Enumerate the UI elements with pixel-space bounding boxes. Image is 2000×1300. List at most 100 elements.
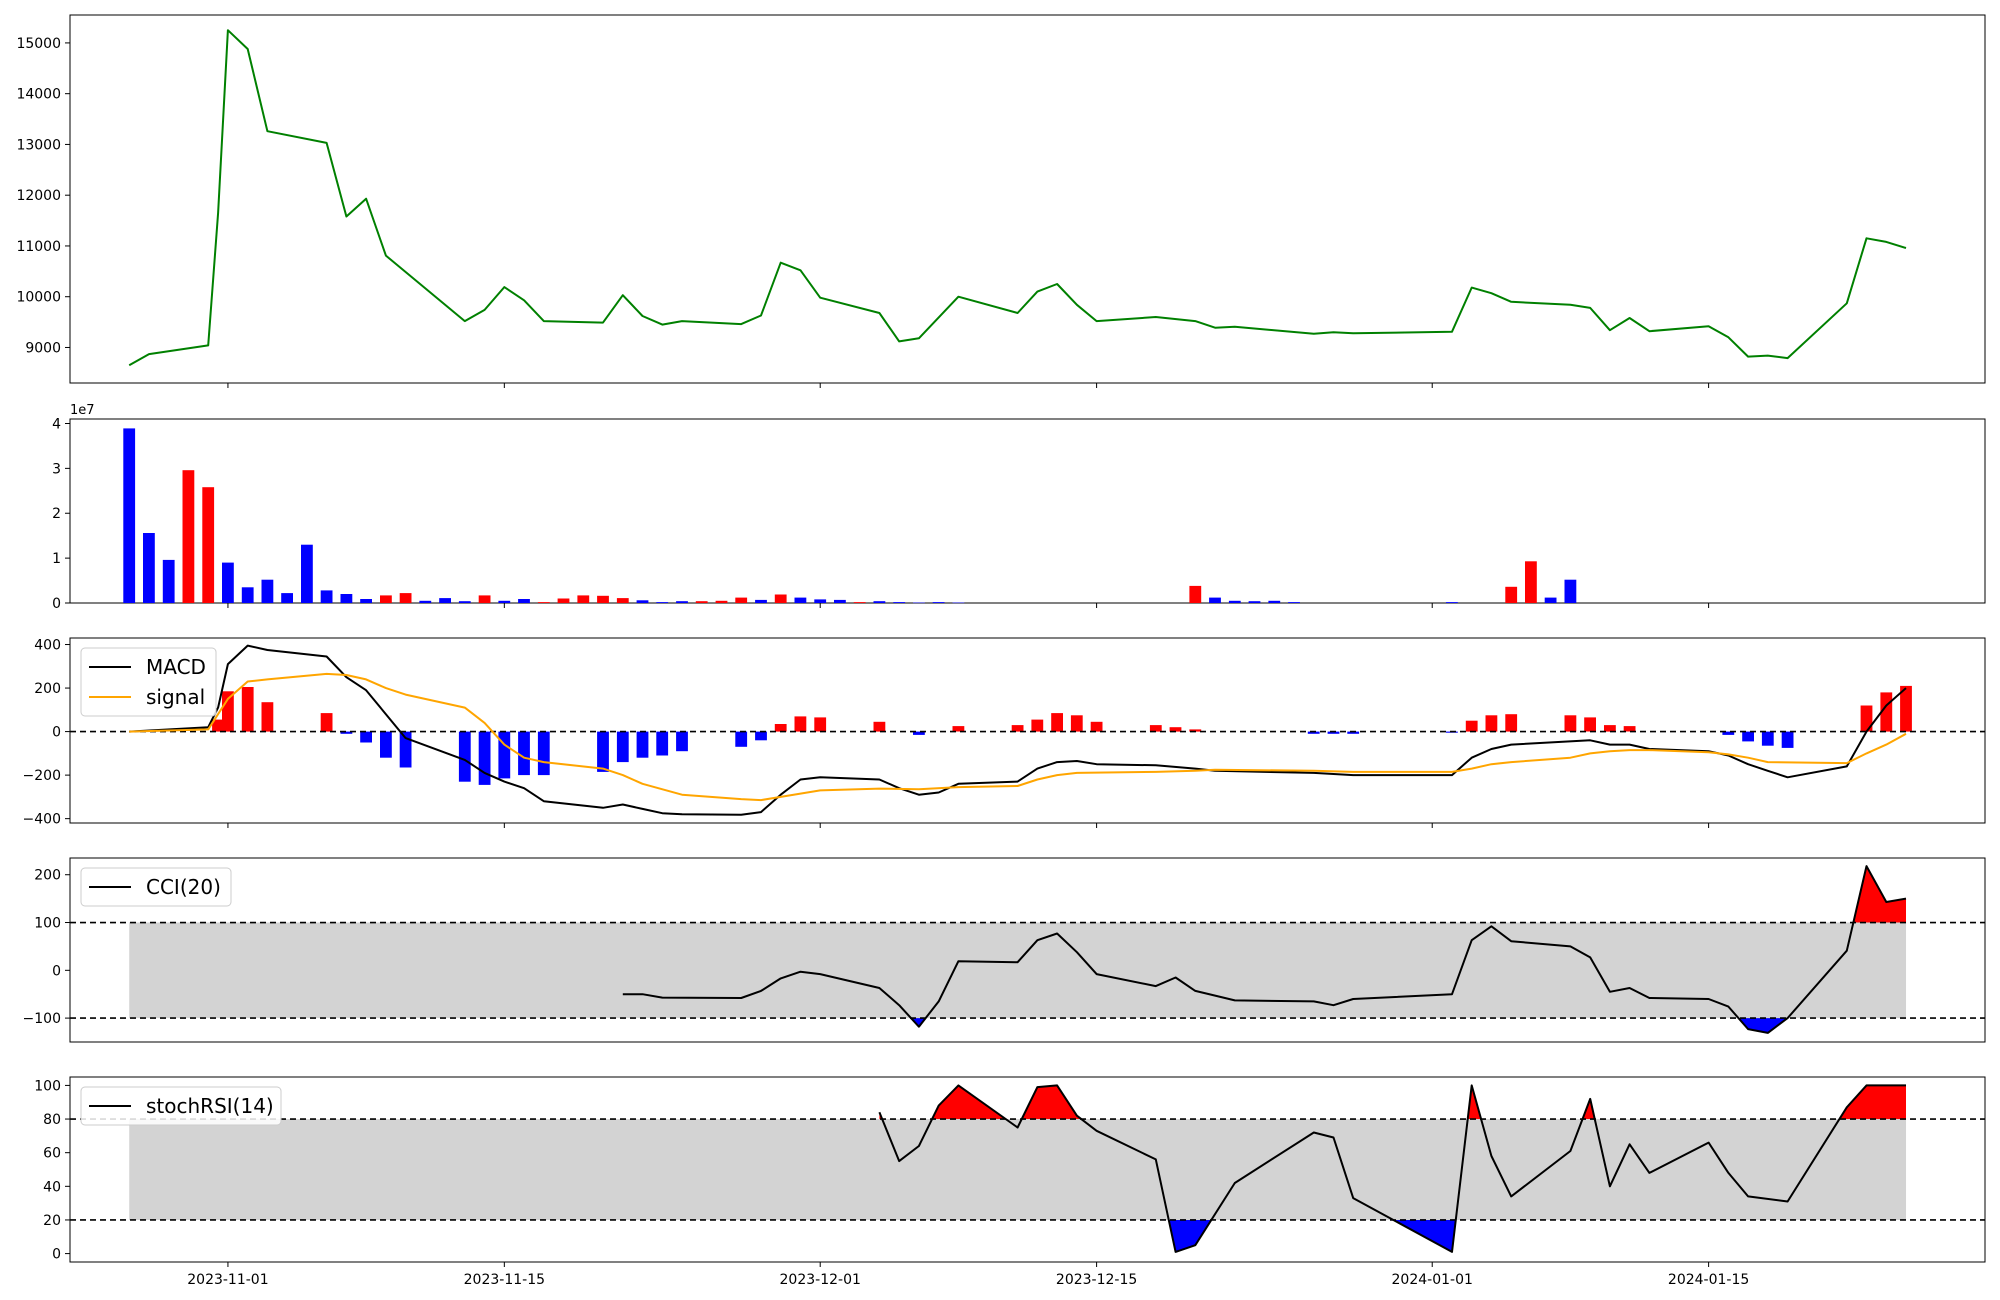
- legend-label: signal: [146, 685, 205, 709]
- stochrsi-overbought-fill: [1839, 1085, 1906, 1119]
- cci-oversold-fill: [911, 1018, 926, 1027]
- macd-histogram-bar: [498, 731, 511, 779]
- macd-histogram-bar: [1070, 715, 1083, 732]
- macd-histogram-bar: [1564, 715, 1577, 732]
- y-tick-label: 1: [52, 551, 61, 567]
- stochrsi-overbought-fill: [1021, 1085, 1082, 1119]
- volume-bar: [1525, 561, 1537, 603]
- volume-bar: [755, 599, 767, 603]
- volume-bar: [241, 587, 254, 603]
- y-tick-label: −400: [23, 812, 61, 828]
- y-tick-label: 0: [52, 1247, 61, 1263]
- volume-bar: [1268, 600, 1281, 603]
- x-tick-label: 2023-11-15: [464, 1272, 545, 1288]
- legend-label: stochRSI(14): [146, 1094, 274, 1118]
- y-tick-label: 11000: [16, 239, 61, 255]
- volume-bar: [794, 597, 807, 603]
- volume-bar: [676, 601, 688, 603]
- volume-bar: [518, 599, 530, 603]
- volume-bar: [1288, 602, 1300, 603]
- volume-bar: [123, 428, 136, 603]
- cci-panel: −100 0 100 200 CCI(20): [23, 857, 1986, 1043]
- macd-histogram-bar: [1900, 685, 1912, 732]
- macd-histogram-bar: [478, 731, 491, 785]
- y-tick-label: 14000: [16, 87, 61, 103]
- macd-histogram-bar: [1031, 719, 1044, 732]
- volume-bar: [380, 595, 392, 603]
- macd-histogram-bar: [1347, 731, 1360, 734]
- macd-histogram-bar: [1623, 726, 1636, 732]
- macd-histogram-bar: [241, 687, 254, 732]
- x-tick-label: 2023-12-01: [780, 1272, 861, 1288]
- volume-bar: [1446, 602, 1458, 603]
- x-tick-label: 2024-01-01: [1392, 1272, 1473, 1288]
- macd-histogram-bar: [399, 731, 412, 768]
- macd-histogram-bar: [320, 713, 333, 732]
- volume-bar: [557, 598, 570, 603]
- volume-bar: [1228, 600, 1241, 603]
- macd-histogram-bar: [794, 716, 807, 732]
- volume-bar: [695, 601, 708, 603]
- y-tick-label: 0: [52, 725, 61, 741]
- y-tick-label: −200: [23, 768, 61, 784]
- y-tick-label: 10000: [16, 290, 61, 306]
- macd-histogram-bar: [1307, 731, 1320, 734]
- macd-histogram-bar: [1860, 705, 1873, 732]
- macd-histogram-bar: [1051, 713, 1063, 732]
- y-tick-label: 80: [43, 1112, 61, 1128]
- volume-bar: [656, 602, 669, 603]
- axes-frame: [69, 637, 1986, 824]
- macd-histogram-bar: [755, 731, 767, 741]
- y-tick-label: 2: [52, 506, 61, 522]
- macd-histogram-bar: [1327, 731, 1340, 734]
- y-tick-label: 60: [43, 1146, 61, 1162]
- macd-histogram-bar: [913, 731, 925, 735]
- macd-histogram-bar: [1011, 725, 1024, 732]
- volume-bar: [261, 579, 274, 603]
- volume-bar: [1209, 597, 1221, 603]
- macd-histogram-bar: [1189, 729, 1202, 732]
- macd-histogram-bar: [597, 731, 609, 772]
- macd-histogram-bar: [212, 719, 224, 732]
- macd-histogram-bar: [380, 731, 392, 758]
- volume-panel: 0 1 2 3 4: [52, 416, 1986, 612]
- volume-bar: [913, 602, 925, 604]
- signal-line: [129, 672, 1907, 802]
- y-tick-label: 15000: [16, 36, 61, 52]
- volume-bar: [202, 487, 215, 603]
- macd-histogram-bar: [340, 731, 353, 734]
- stochrsi-oversold-fill: [1168, 1220, 1212, 1252]
- legend-label: CCI(20): [146, 875, 221, 899]
- price-panel: 9000 10000 11000 12000 13000 14000 15000: [16, 14, 1986, 388]
- volume-bar: [498, 600, 511, 603]
- volume-bar: [143, 533, 155, 603]
- x-tick-label: 2023-11-01: [187, 1272, 268, 1288]
- macd-histogram-bar: [1781, 731, 1794, 748]
- volume-bar: [182, 470, 195, 603]
- volume-bar: [320, 590, 333, 603]
- stochrsi-overbought-fill: [1582, 1098, 1595, 1119]
- price-line: [128, 29, 1907, 367]
- y-tick-label: 13000: [16, 137, 61, 153]
- x-tick-label: 2023-12-15: [1056, 1272, 1137, 1288]
- y-tick-label: 0: [52, 596, 61, 612]
- volume-bar: [458, 601, 471, 603]
- volume-bar: [360, 599, 372, 603]
- macd-histogram-bar: [458, 731, 471, 782]
- volume-bar: [1564, 579, 1577, 603]
- macd-histogram-bar: [1090, 721, 1103, 732]
- y-tick-label: 400: [34, 638, 61, 654]
- macd-histogram-bar: [1722, 731, 1735, 735]
- y-tick-label: 100: [34, 916, 61, 932]
- volume-bar: [399, 593, 412, 603]
- volume-bar: [952, 602, 965, 604]
- macd-histogram-bar: [537, 731, 550, 776]
- macd-histogram-bar: [1169, 727, 1182, 732]
- x-tick-label: 2024-01-15: [1668, 1272, 1749, 1288]
- y-tick-label: 200: [34, 868, 61, 884]
- axes-frame: [69, 857, 1986, 1043]
- macd-histogram-bar: [1584, 717, 1596, 732]
- macd-histogram-bar: [774, 724, 787, 732]
- macd-histogram-bar: [814, 717, 827, 732]
